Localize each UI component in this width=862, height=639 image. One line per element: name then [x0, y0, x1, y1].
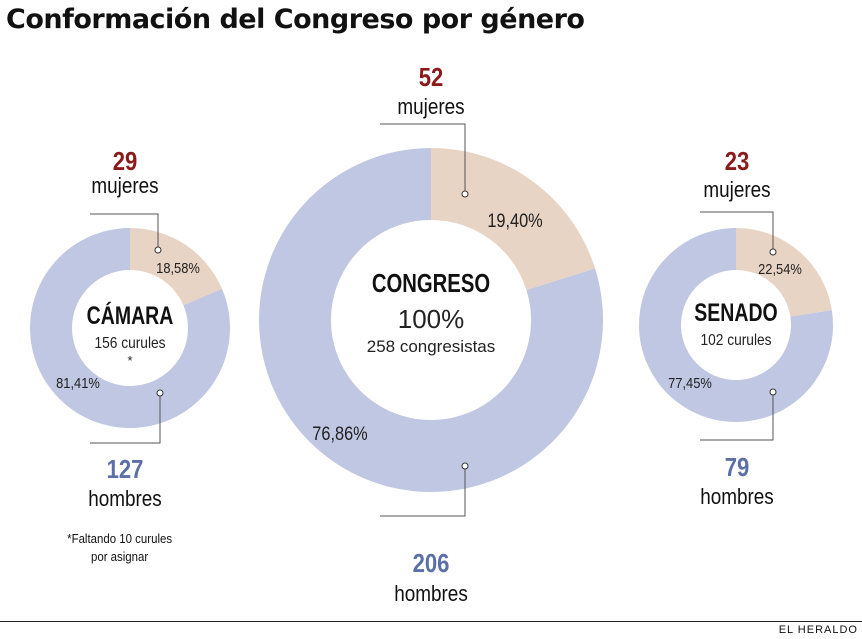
congreso-label-mujeres: mujeres: [397, 95, 464, 120]
senado-marker-mujeres: [769, 248, 777, 256]
camara-count-hombres: 127: [107, 455, 144, 484]
congreso-pct-mujeres: 19,40%: [487, 210, 543, 231]
congreso-label-hombres: hombres: [394, 582, 468, 607]
camara-slice-mujeres: [130, 228, 222, 306]
camara-pct-hombres: 81,41%: [56, 374, 100, 391]
congreso-center-subtitle: 258 congresistas: [367, 337, 496, 356]
senado-leader-mujeres: [700, 211, 774, 252]
camara-center-mark: *: [127, 353, 132, 368]
camara-count-mujeres: 29: [113, 147, 138, 176]
camara-marker-mujeres: [154, 246, 162, 254]
camara-leader-mujeres: [90, 213, 159, 250]
camara-leader-hombres: [90, 393, 161, 444]
camara-label-hombres: hombres: [88, 487, 162, 512]
senado-count-hombres: 79: [725, 453, 750, 482]
congreso-slice-mujeres: [431, 148, 596, 291]
camara-center-title: CÁMARA: [87, 302, 174, 330]
footer-divider: [0, 621, 862, 622]
senado-pct-mujeres: 22,54%: [758, 260, 802, 277]
credit-label: EL HERALDO: [778, 624, 858, 636]
footnote: *Faltando 10 curules por asignar: [58, 530, 181, 566]
senado-label-mujeres: mujeres: [703, 178, 770, 203]
congreso-pct-hombres: 76,86%: [312, 423, 368, 444]
camara-label-mujeres: mujeres: [91, 174, 158, 199]
senado-count-mujeres: 23: [725, 147, 750, 176]
congreso-count-mujeres: 52: [419, 63, 444, 92]
senado-center-subtitle: 102 curules: [700, 331, 771, 349]
camara-center-subtitle: 156 curules: [94, 334, 165, 352]
congreso-slice-hombres: [258, 148, 604, 492]
footnote-line-2: por asignar: [90, 549, 149, 564]
senado-slice-hombres: [638, 228, 833, 422]
senado-leader-hombres: [700, 392, 774, 441]
senado-label-hombres: hombres: [700, 485, 774, 510]
congreso-marker-mujeres: [461, 190, 469, 198]
congreso-center-title: CONGRESO: [372, 269, 490, 298]
congreso-leader-mujeres: [380, 123, 466, 194]
chart-title: Conformación del Congreso por género: [6, 4, 585, 35]
congreso-marker-hombres: [461, 462, 469, 470]
congreso-count-hombres: 206: [413, 549, 450, 578]
camara-pct-mujeres: 18,58%: [156, 259, 200, 276]
camara-marker-hombres: [156, 389, 164, 397]
senado-pct-hombres: 77,45%: [668, 374, 712, 391]
senado-marker-hombres: [769, 388, 777, 396]
congreso-center-value: 100%: [398, 304, 465, 334]
camara-slice-hombres: [30, 228, 231, 428]
senado-center-title: SENADO: [694, 299, 777, 327]
footnote-line-1: *Faltando 10 curules: [67, 531, 173, 546]
senado-slice-mujeres: [736, 228, 832, 317]
congreso-leader-hombres: [380, 466, 466, 517]
